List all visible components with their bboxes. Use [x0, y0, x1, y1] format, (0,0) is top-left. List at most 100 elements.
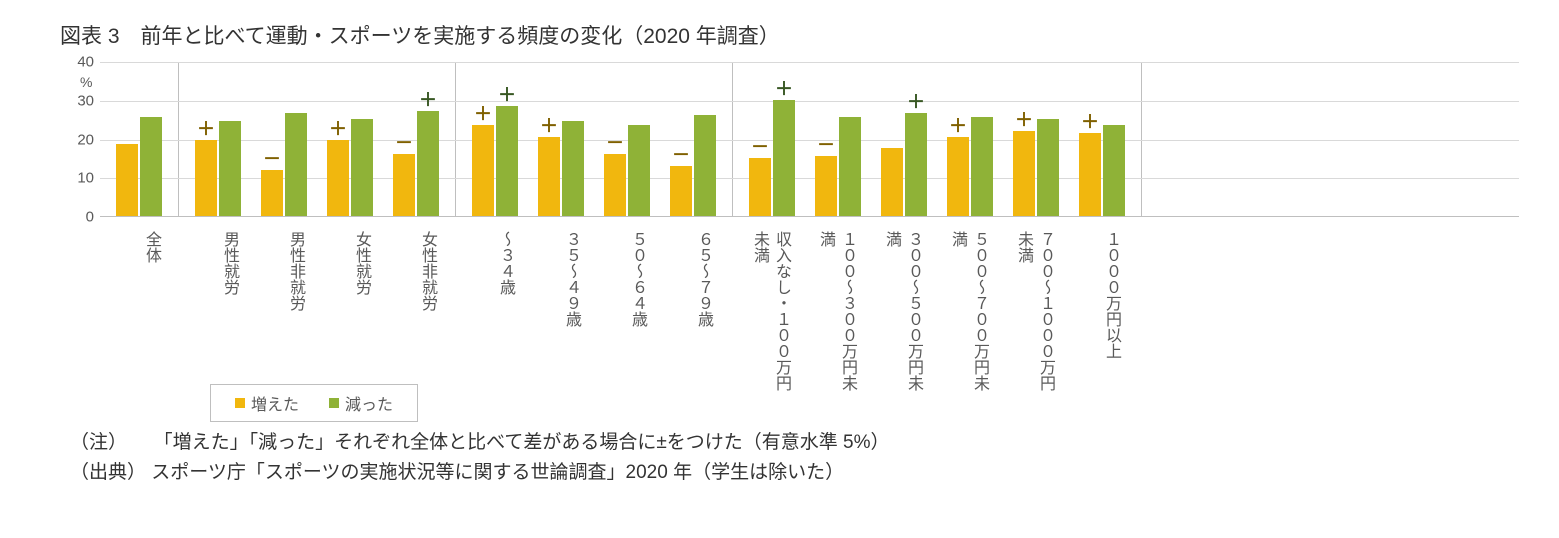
y-tick: 10: [77, 170, 94, 187]
plot-area: ＋－＋－＋＋＋＋－－－＋－＋＋＋＋: [100, 62, 1519, 217]
bar-increased: －: [670, 166, 692, 216]
x-label-group: 全体: [100, 225, 178, 395]
bar-pair: ＋: [1003, 62, 1069, 216]
x-label: １００～３００万円未満: [802, 225, 868, 395]
bar-pair: ＋＋: [462, 62, 528, 216]
signif-marker: ＋: [538, 117, 560, 135]
bar-increased: －: [261, 170, 283, 217]
signif-marker: ＋: [496, 86, 518, 104]
bar-pair: ＋: [937, 62, 1003, 216]
signif-marker: －: [604, 134, 626, 152]
x-label: 男性非就労: [250, 225, 316, 395]
x-label: ６５～７９歳: [658, 225, 724, 395]
bar-increased: －: [815, 156, 837, 216]
source-text: スポーツ庁「スポーツの実施状況等に関する世論調査」2020 年（学生は除いた）: [151, 462, 844, 483]
x-label-group: 男性就労男性非就労女性就労女性非就労: [178, 225, 454, 395]
bar-pair: －: [251, 62, 317, 216]
signif-marker: ＋: [1079, 113, 1101, 131]
legend-label-decreased: 減った: [345, 391, 393, 415]
bar-decreased: [285, 113, 307, 216]
category-group: ＋－＋－＋: [179, 62, 456, 216]
chart-area: % 010203040 ＋－＋－＋＋＋＋－－－＋－＋＋＋＋: [40, 62, 1519, 217]
legend-item-increased: 増えた: [235, 391, 299, 415]
signif-marker: ＋: [327, 120, 349, 138]
x-label: １０００万円以上: [1066, 225, 1132, 395]
x-label: ３００～５００万円未満: [868, 225, 934, 395]
x-axis-labels: 全体男性就労男性非就労女性就労女性非就労～３４歳３５～４９歳５０～６４歳６５～７…: [40, 225, 1519, 395]
footnotes: （注） 「増えた」「減った」それぞれ全体と比べて差がある場合に±をつけた（有意水…: [40, 428, 1519, 489]
category-group: －＋－＋＋＋＋: [733, 62, 1142, 216]
note-line: （注） 「増えた」「減った」それぞれ全体と比べて差がある場合に±をつけた（有意水…: [70, 428, 1519, 458]
bar-decreased: [1103, 125, 1125, 216]
y-tick: 20: [77, 131, 94, 148]
bar-pair: －: [805, 62, 871, 216]
bar-pair: ＋: [871, 62, 937, 216]
bar-pair: －＋: [383, 62, 449, 216]
bar-decreased: ＋: [496, 106, 518, 216]
y-axis-unit: %: [80, 74, 92, 90]
signif-marker: －: [749, 138, 771, 156]
bar-increased: －: [749, 158, 771, 216]
x-label: ７００～１０００万円未満: [1000, 225, 1066, 395]
x-label: 全体: [106, 225, 172, 395]
signif-marker: ＋: [905, 93, 927, 111]
legend: 増えた 減った: [210, 384, 418, 422]
bar-decreased: ＋: [905, 113, 927, 216]
bar-pair: －: [660, 62, 726, 216]
legend-swatch-increased: [235, 398, 245, 408]
bar-increased: ＋: [947, 137, 969, 216]
bar-increased: [881, 148, 903, 216]
x-label: 女性就労: [316, 225, 382, 395]
bar-pair: －＋: [739, 62, 805, 216]
bar-increased: [116, 144, 138, 216]
x-label: ５０～６４歳: [592, 225, 658, 395]
bar-pair: ＋: [185, 62, 251, 216]
x-label: 男性就労: [184, 225, 250, 395]
bar-increased: ＋: [195, 140, 217, 216]
legend-swatch-decreased: [329, 398, 339, 408]
bar-increased: ＋: [472, 125, 494, 216]
bar-pair: －: [594, 62, 660, 216]
bar-increased: ＋: [327, 140, 349, 216]
y-tick: 0: [86, 209, 94, 226]
signif-marker: ＋: [195, 120, 217, 138]
source-label: （出典）: [70, 462, 146, 483]
signif-marker: ＋: [417, 91, 439, 109]
category-group: ＋＋＋－－: [456, 62, 733, 216]
legend-item-decreased: 減った: [329, 391, 393, 415]
bar-increased: ＋: [1013, 131, 1035, 216]
x-label: 収入なし・１００万円未満: [736, 225, 802, 395]
note-text: 「増えた」「減った」それぞれ全体と比べて差がある場合に±をつけた（有意水準 5%…: [154, 432, 890, 453]
bar-increased: ＋: [538, 137, 560, 216]
bar-decreased: [1037, 119, 1059, 216]
signif-marker: －: [670, 146, 692, 164]
bar-decreased: [140, 117, 162, 216]
bar-pair: ＋: [1069, 62, 1135, 216]
signif-marker: －: [815, 136, 837, 154]
signif-marker: ＋: [773, 80, 795, 98]
bar-pair: [106, 62, 172, 216]
bar-decreased: ＋: [773, 100, 795, 216]
x-label-group: 収入なし・１００万円未満１００～３００万円未満３００～５００万円未満５００～７０…: [730, 225, 1138, 395]
signif-marker: －: [261, 150, 283, 168]
x-label: ～３４歳: [460, 225, 526, 395]
bar-decreased: [694, 115, 716, 216]
signif-marker: ＋: [947, 117, 969, 135]
bar-decreased: [971, 117, 993, 216]
y-tick: 30: [77, 92, 94, 109]
bar-increased: ＋: [1079, 133, 1101, 216]
signif-marker: －: [393, 134, 415, 152]
bar-decreased: [839, 117, 861, 216]
bar-pair: ＋: [528, 62, 594, 216]
note-label: （注）: [70, 432, 127, 453]
x-label: ５００～７００万円未満: [934, 225, 1000, 395]
bar-decreased: ＋: [417, 111, 439, 216]
signif-marker: ＋: [1013, 111, 1035, 129]
y-axis: % 010203040: [40, 62, 100, 217]
chart-title: 図表 3 前年と比べて運動・スポーツを実施する頻度の変化（2020 年調査）: [40, 20, 1519, 50]
x-label: ３５～４９歳: [526, 225, 592, 395]
signif-marker: ＋: [472, 105, 494, 123]
y-tick: 40: [77, 54, 94, 71]
bar-increased: －: [604, 154, 626, 216]
bar-decreased: [219, 121, 241, 216]
